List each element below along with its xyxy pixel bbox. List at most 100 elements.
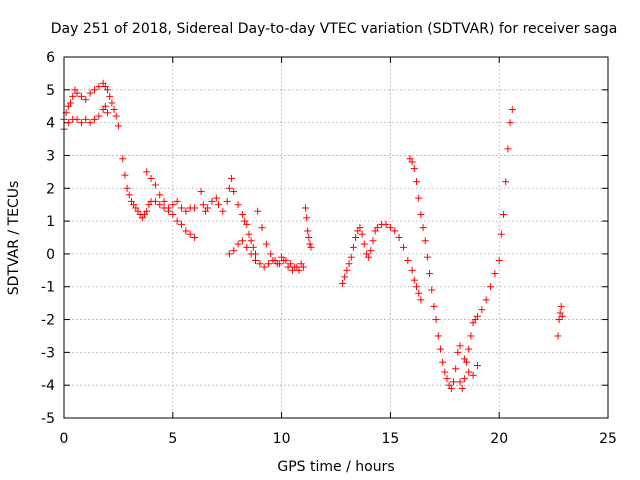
x-tick-label: 0 bbox=[60, 431, 69, 447]
data-point bbox=[413, 283, 421, 291]
data-point bbox=[143, 207, 151, 215]
data-point bbox=[339, 279, 347, 287]
data-point bbox=[460, 375, 468, 383]
data-point bbox=[191, 204, 199, 212]
y-tick-label: 3 bbox=[46, 148, 55, 164]
data-point bbox=[430, 302, 438, 310]
data-point bbox=[504, 145, 512, 153]
x-tick-label: 20 bbox=[490, 431, 508, 447]
data-point bbox=[82, 115, 90, 123]
data-point bbox=[64, 119, 72, 127]
data-point bbox=[125, 191, 133, 199]
data-point bbox=[199, 201, 207, 209]
data-point bbox=[151, 197, 159, 205]
data-point bbox=[415, 194, 423, 202]
data-point bbox=[238, 237, 246, 245]
data-point bbox=[497, 230, 505, 238]
data-point bbox=[345, 260, 353, 268]
plot-frame bbox=[63, 56, 609, 419]
grid-lines bbox=[64, 57, 608, 418]
data-point bbox=[443, 375, 451, 383]
data-point bbox=[386, 224, 394, 232]
data-point bbox=[399, 243, 407, 251]
data-point bbox=[114, 122, 122, 130]
data-point bbox=[452, 365, 460, 373]
data-point bbox=[410, 165, 418, 173]
data-point bbox=[467, 332, 475, 340]
data-point bbox=[447, 384, 455, 392]
data-point bbox=[260, 263, 268, 271]
data-point bbox=[307, 243, 315, 251]
data-point bbox=[469, 371, 477, 379]
data-point bbox=[73, 115, 81, 123]
data-point bbox=[247, 237, 255, 245]
y-axis-label: SDTVAR / TECUs bbox=[6, 181, 22, 296]
data-point bbox=[104, 109, 112, 117]
data-point bbox=[456, 342, 464, 350]
data-point bbox=[208, 197, 216, 205]
data-point bbox=[508, 106, 516, 114]
data-point bbox=[436, 345, 444, 353]
data-point bbox=[460, 355, 468, 363]
data-point bbox=[212, 194, 220, 202]
data-point bbox=[367, 247, 375, 255]
data-point bbox=[106, 92, 114, 100]
y-tick-label: -2 bbox=[41, 313, 55, 329]
data-point bbox=[238, 211, 246, 219]
y-tick-label: -3 bbox=[41, 345, 55, 361]
x-axis-label: GPS time / hours bbox=[277, 459, 394, 475]
data-point bbox=[305, 234, 313, 241]
data-point bbox=[230, 188, 238, 196]
x-tick-label: 25 bbox=[599, 431, 617, 447]
data-point bbox=[423, 253, 431, 261]
data-point bbox=[110, 106, 118, 114]
y-tick-label: -5 bbox=[41, 411, 55, 427]
data-point bbox=[275, 260, 283, 268]
data-point bbox=[421, 237, 429, 245]
data-points bbox=[60, 79, 566, 392]
axis-ticks: 0 5 10 15 20 25 -5 -4 -3 -2 -1 0 1 2 3 4 5 6 bbox=[41, 50, 617, 447]
data-point bbox=[306, 240, 314, 248]
data-point bbox=[557, 302, 565, 310]
data-point bbox=[473, 312, 481, 320]
data-point bbox=[156, 191, 164, 199]
data-point bbox=[204, 204, 212, 212]
data-point bbox=[265, 260, 273, 268]
data-point bbox=[356, 224, 364, 232]
data-point bbox=[86, 89, 94, 97]
data-point bbox=[219, 207, 227, 215]
data-point bbox=[173, 217, 181, 225]
data-point bbox=[225, 250, 233, 258]
data-point bbox=[369, 237, 377, 245]
x-tick-label: 10 bbox=[273, 431, 291, 447]
data-point bbox=[123, 184, 131, 192]
data-point bbox=[555, 316, 563, 324]
data-point bbox=[230, 247, 238, 255]
data-point bbox=[297, 260, 305, 268]
data-point bbox=[458, 384, 466, 392]
data-point bbox=[156, 201, 164, 209]
data-point bbox=[343, 266, 351, 274]
data-point bbox=[441, 368, 449, 376]
data-point bbox=[262, 240, 270, 248]
data-point bbox=[197, 188, 205, 196]
data-point bbox=[341, 273, 349, 281]
y-tick-label: -4 bbox=[41, 378, 55, 394]
data-point bbox=[391, 227, 399, 235]
data-point bbox=[415, 289, 423, 297]
data-point bbox=[500, 211, 508, 219]
data-point bbox=[77, 119, 85, 127]
data-point bbox=[408, 158, 416, 166]
data-point bbox=[373, 224, 381, 232]
data-point bbox=[349, 243, 357, 251]
data-point bbox=[225, 184, 233, 192]
data-point bbox=[258, 224, 266, 232]
data-point bbox=[108, 99, 116, 107]
data-point bbox=[465, 368, 473, 376]
data-point bbox=[347, 253, 355, 261]
y-tick-label: 6 bbox=[46, 50, 55, 66]
data-point bbox=[426, 270, 434, 278]
data-point bbox=[121, 171, 129, 179]
data-point bbox=[95, 112, 103, 120]
y-tick-label: -1 bbox=[41, 280, 55, 296]
